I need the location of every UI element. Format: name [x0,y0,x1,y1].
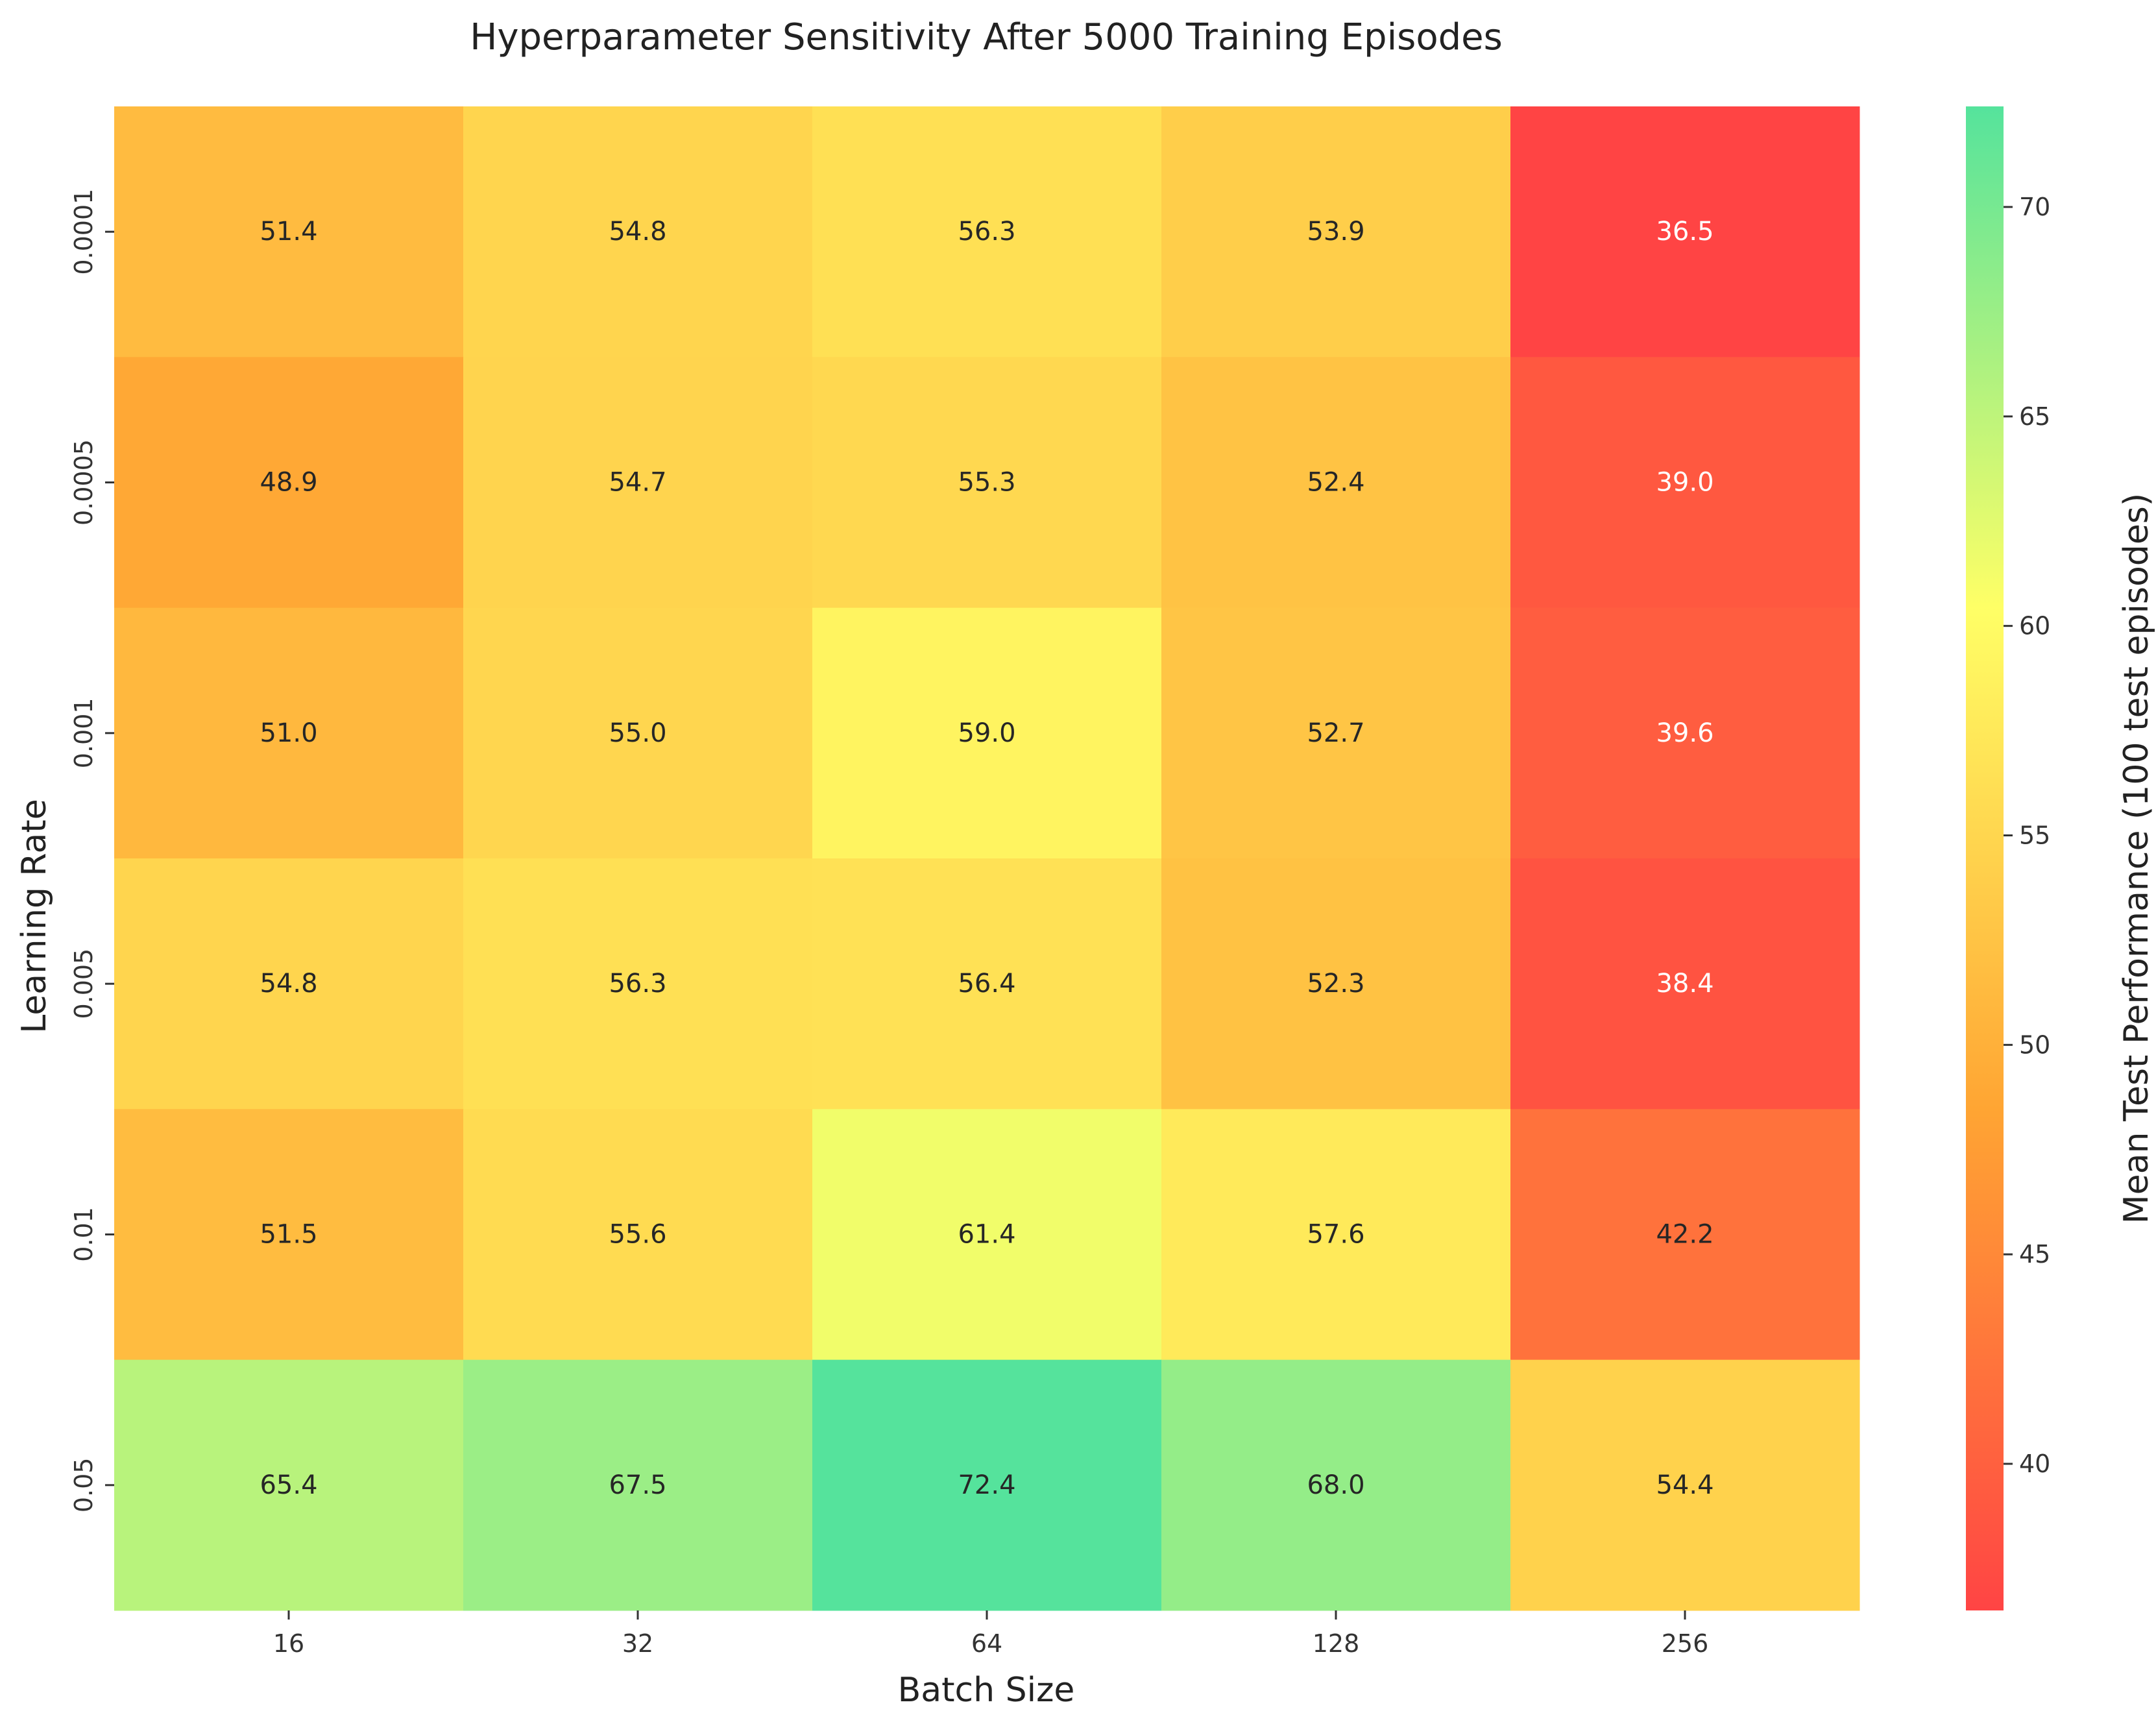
chart-title: Hyperparameter Sensitivity After 5000 Tr… [470,16,1503,58]
cell-value-label: 54.7 [609,468,666,498]
y-axis-label: Learning Rate [15,799,54,1034]
cell-value-label: 39.6 [1656,718,1714,748]
heatmap-cell [114,106,464,358]
cell-value-label: 52.3 [1307,969,1364,999]
y-tick-label: 0.05 [69,1458,98,1513]
cell-value-label: 56.3 [958,217,1015,247]
cell-value-label: 55.3 [958,468,1015,498]
cell-value-label: 56.4 [958,969,1015,999]
x-tick-label: 16 [273,1629,304,1658]
heatmap-cell [1510,1109,1860,1361]
heatmap-cell [812,1359,1162,1611]
cell-value-label: 61.4 [958,1220,1015,1250]
heatmap-cell [812,357,1162,609]
cell-value-label: 55.0 [609,718,666,748]
x-axis-ticks: 16 32 64 128 256 [273,1610,1708,1658]
colorbar-tick-label: 60 [2019,612,2050,640]
heatmap-cell [1510,106,1860,358]
heatmap-cell [114,607,464,859]
colorbar-ticks: 40 45 50 55 60 65 70 [2004,193,2050,1478]
heatmap-cell [812,607,1162,859]
cell-value-label: 54.8 [609,217,666,247]
heatmap-cell [1510,357,1860,609]
heatmap-cell-labels: 51.4 54.8 56.3 53.9 36.5 48.9 54.7 55.3 52.4 39.0… [260,217,1714,1500]
cell-value-label: 72.4 [958,1470,1015,1500]
heatmap-cell [463,858,813,1110]
colorbar-label: Mean Test Performance (100 test episodes… [2117,493,2156,1224]
cell-value-label: 42.2 [1656,1220,1714,1250]
colorbar-tick-label: 70 [2019,193,2050,221]
cell-value-label: 54.4 [1656,1470,1714,1500]
cell-value-label: 65.4 [260,1470,317,1500]
y-tick-label: 0.005 [69,949,98,1019]
cell-value-label: 67.5 [609,1470,666,1500]
y-axis-ticks: 0.0001 0.0005 0.001 0.005 0.01 0.05 [69,189,114,1512]
colorbar-tick-label: 55 [2019,821,2050,849]
x-tick-label: 256 [1662,1629,1709,1658]
heatmap-cell [114,357,464,609]
x-axis-label: Batch Size [898,1671,1075,1710]
heatmap-cell [812,1109,1162,1361]
colorbar-tick-label: 40 [2019,1450,2050,1478]
cell-value-label: 51.0 [260,718,317,748]
y-tick-label: 0.0005 [69,439,98,526]
heatmap-cell [1161,1359,1511,1611]
cell-value-label: 57.6 [1307,1220,1364,1250]
y-tick-label: 0.001 [69,698,98,768]
cell-value-label: 54.8 [260,969,317,999]
heatmap-cell [1510,858,1860,1110]
heatmap-cell [1510,1359,1860,1611]
colorbar-tick-label: 45 [2019,1240,2050,1269]
x-tick-label: 128 [1313,1629,1360,1658]
cell-value-label: 51.4 [260,217,317,247]
heatmap-cell [463,1109,813,1361]
heatmap-cell [114,1359,464,1611]
cell-value-label: 52.4 [1307,468,1364,498]
cell-value-label: 53.9 [1307,217,1364,247]
cell-value-label: 55.6 [609,1220,666,1250]
heatmap-cell [1161,357,1511,609]
cell-value-label: 51.5 [260,1220,317,1250]
heatmap-cell [463,357,813,609]
heatmap-cell [463,106,813,358]
cell-value-label: 38.4 [1656,969,1714,999]
heatmap-cell [812,106,1162,358]
heatmap-cell [1161,607,1511,859]
x-tick-label: 64 [971,1629,1002,1658]
cell-value-label: 39.0 [1656,468,1714,498]
cell-value-label: 59.0 [958,718,1015,748]
colorbar-tick-label: 65 [2019,402,2050,431]
cell-value-label: 48.9 [260,468,317,498]
heatmap-cell [463,1359,813,1611]
heatmap-cells [114,106,1860,1611]
heatmap-cell [114,858,464,1110]
cell-value-label: 68.0 [1307,1470,1364,1500]
heatmap-cell [1161,858,1511,1110]
cell-value-label: 36.5 [1656,217,1714,247]
heatmap-cell [463,607,813,859]
colorbar [1966,106,2004,1610]
cell-value-label: 56.3 [609,969,666,999]
heatmap-cell [114,1109,464,1361]
heatmap-cell [1161,1109,1511,1361]
heatmap-cell [1510,607,1860,859]
y-tick-label: 0.0001 [69,189,98,275]
colorbar-tick-label: 50 [2019,1030,2050,1059]
cell-value-label: 52.7 [1307,718,1364,748]
heatmap-cell [1161,106,1511,358]
y-tick-label: 0.01 [69,1207,98,1262]
x-tick-label: 32 [622,1629,653,1658]
heatmap-cell [812,858,1162,1110]
